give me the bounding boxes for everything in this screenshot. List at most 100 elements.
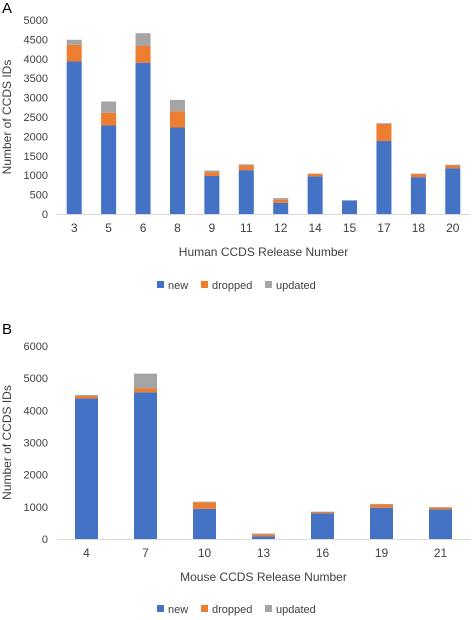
chart2-legend-label-new: new bbox=[168, 604, 188, 616]
chart1-legend-swatch-new bbox=[157, 281, 164, 288]
chart2-bar-dropped-19 bbox=[370, 504, 393, 508]
chart2-y-tick-label: 3000 bbox=[24, 438, 48, 450]
chart1-y-tick-label: 3000 bbox=[24, 93, 48, 105]
chart1-x-tick-label: 17 bbox=[377, 221, 391, 235]
chart1-x-tick-label: 20 bbox=[446, 221, 460, 235]
chart1-bar-updated-8 bbox=[169, 99, 185, 112]
chart1-legend-swatch-updated bbox=[265, 281, 272, 288]
chart2-bar-updated-19 bbox=[370, 503, 393, 505]
chart2-bar-updated-4 bbox=[75, 394, 98, 396]
chart1-bar-new-18 bbox=[410, 177, 426, 214]
chart1-bar-updated-12 bbox=[273, 198, 289, 200]
chart1-y-tick-label: 4500 bbox=[24, 34, 48, 46]
chart2-bar-new-4 bbox=[75, 398, 98, 539]
chart2-legend-label-updated: updated bbox=[276, 604, 316, 616]
chart1-bar-new-14 bbox=[307, 176, 323, 214]
chart1-bar-new-11 bbox=[238, 170, 254, 214]
chart1-y-tick-label: 5000 bbox=[24, 15, 48, 27]
chart1-bar-new-20 bbox=[445, 168, 461, 214]
chart1-x-tick-label: 6 bbox=[140, 221, 147, 235]
chart2-y-tick-label: 0 bbox=[42, 534, 48, 546]
chart2-bar-new-13 bbox=[252, 536, 275, 539]
chart1-x-tick-label: 11 bbox=[240, 221, 253, 235]
chart2-bar-dropped-13 bbox=[252, 534, 275, 537]
chart1-bar-updated-20 bbox=[445, 164, 461, 166]
chart1-bar-dropped-5 bbox=[101, 112, 117, 126]
chart1-y-tick-label: 4000 bbox=[24, 54, 48, 66]
chart1-legend-label-dropped: dropped bbox=[212, 280, 252, 292]
chart1-x-tick-label: 3 bbox=[71, 221, 78, 235]
chart1-y-tick-label: 0 bbox=[42, 209, 48, 221]
panel-label-a: A bbox=[2, 0, 13, 17]
chart2-bar-updated-7 bbox=[134, 373, 157, 389]
chart1-bar-new-15 bbox=[342, 200, 358, 214]
chart2-y-tick-label: 6000 bbox=[24, 341, 48, 353]
chart1-legend-label-new: new bbox=[168, 280, 188, 292]
chart1-x-tick-label: 5 bbox=[105, 221, 112, 235]
chart1-bar-new-12 bbox=[273, 202, 289, 214]
chart1-bar-new-9 bbox=[204, 175, 220, 214]
chart2-bar-dropped-7 bbox=[134, 388, 157, 393]
chart1-bar-updated-11 bbox=[238, 164, 254, 166]
chart1-x-tick-label: 12 bbox=[274, 221, 288, 235]
chart2-legend-swatch-new bbox=[157, 605, 164, 612]
chart1-bar-new-3 bbox=[66, 61, 82, 215]
chart2-x-tick-label: 16 bbox=[316, 546, 330, 560]
panel-label-b: B bbox=[2, 321, 13, 338]
chart1-y-tick-label: 1500 bbox=[24, 151, 48, 163]
chart1-bar-new-6 bbox=[135, 62, 151, 215]
chart2-y-axis-title: Number of CCDS IDs bbox=[0, 385, 14, 500]
chart2-y-tick-label: 2000 bbox=[24, 470, 48, 482]
chart2-x-tick-label: 21 bbox=[434, 546, 448, 560]
chart2-bar-new-16 bbox=[311, 513, 334, 539]
chart1-bar-dropped-8 bbox=[169, 111, 185, 128]
chart1-legend-swatch-dropped bbox=[201, 281, 208, 288]
chart1-y-tick-label: 1000 bbox=[24, 170, 48, 182]
chart2-bar-new-7 bbox=[134, 392, 157, 539]
chart2-x-tick-label: 10 bbox=[198, 546, 212, 560]
chart2-bar-new-19 bbox=[370, 507, 393, 539]
chart1-bar-dropped-12 bbox=[273, 199, 289, 203]
chart2-x-tick-label: 19 bbox=[375, 546, 389, 560]
chart2-y-tick-label: 1000 bbox=[24, 502, 48, 514]
chart2-x-axis-title: Mouse CCDS Release Number bbox=[180, 570, 347, 584]
chart2-bar-updated-10 bbox=[193, 501, 216, 503]
chart2-bar-dropped-21 bbox=[429, 507, 452, 510]
chart1-y-tick-label: 500 bbox=[30, 190, 48, 202]
chart1-bar-updated-3 bbox=[66, 39, 82, 45]
chart1-legend-label-updated: updated bbox=[276, 280, 316, 292]
chart1-x-tick-label: 8 bbox=[174, 221, 181, 235]
chart2-x-tick-label: 7 bbox=[142, 546, 149, 560]
chart1-y-tick-label: 2500 bbox=[24, 112, 48, 124]
chart1-bar-dropped-17 bbox=[376, 123, 392, 142]
chart1-bar-new-17 bbox=[376, 141, 392, 214]
chart1-bar-updated-9 bbox=[204, 170, 220, 173]
chart2-bar-dropped-10 bbox=[193, 502, 216, 509]
chart2-y-tick-label: 4000 bbox=[24, 405, 48, 417]
chart1-bar-dropped-18 bbox=[410, 174, 426, 178]
chart1-bar-new-5 bbox=[101, 125, 117, 214]
chart1-bar-updated-5 bbox=[101, 101, 117, 113]
chart1-y-tick-label: 2000 bbox=[24, 131, 48, 143]
chart2-bar-new-10 bbox=[193, 508, 216, 539]
chart1-bar-dropped-6 bbox=[135, 45, 151, 63]
chart2-bar-updated-13 bbox=[252, 533, 275, 535]
chart2-x-tick-label: 4 bbox=[83, 546, 90, 560]
chart2-bar-new-21 bbox=[429, 509, 452, 539]
chart1-bar-updated-17 bbox=[376, 123, 392, 124]
chart1-y-tick-label: 3500 bbox=[24, 73, 48, 85]
chart1-bar-dropped-20 bbox=[445, 165, 461, 169]
chart1-bar-updated-6 bbox=[135, 33, 151, 46]
chart1-x-axis-title: Human CCDS Release Number bbox=[179, 245, 348, 259]
chart1-x-tick-label: 9 bbox=[209, 221, 216, 235]
chart2-y-tick-label: 5000 bbox=[24, 373, 48, 385]
chart2-legend-swatch-updated bbox=[265, 605, 272, 612]
chart1-bar-dropped-11 bbox=[238, 165, 254, 171]
chart1-y-axis-title: Number of CCDS IDs bbox=[0, 60, 14, 175]
chart1-x-tick-label: 14 bbox=[308, 221, 322, 235]
chart1-x-tick-label: 18 bbox=[412, 221, 426, 235]
chart1-bar-dropped-14 bbox=[307, 173, 323, 177]
chart2-legend-swatch-dropped bbox=[201, 605, 208, 612]
